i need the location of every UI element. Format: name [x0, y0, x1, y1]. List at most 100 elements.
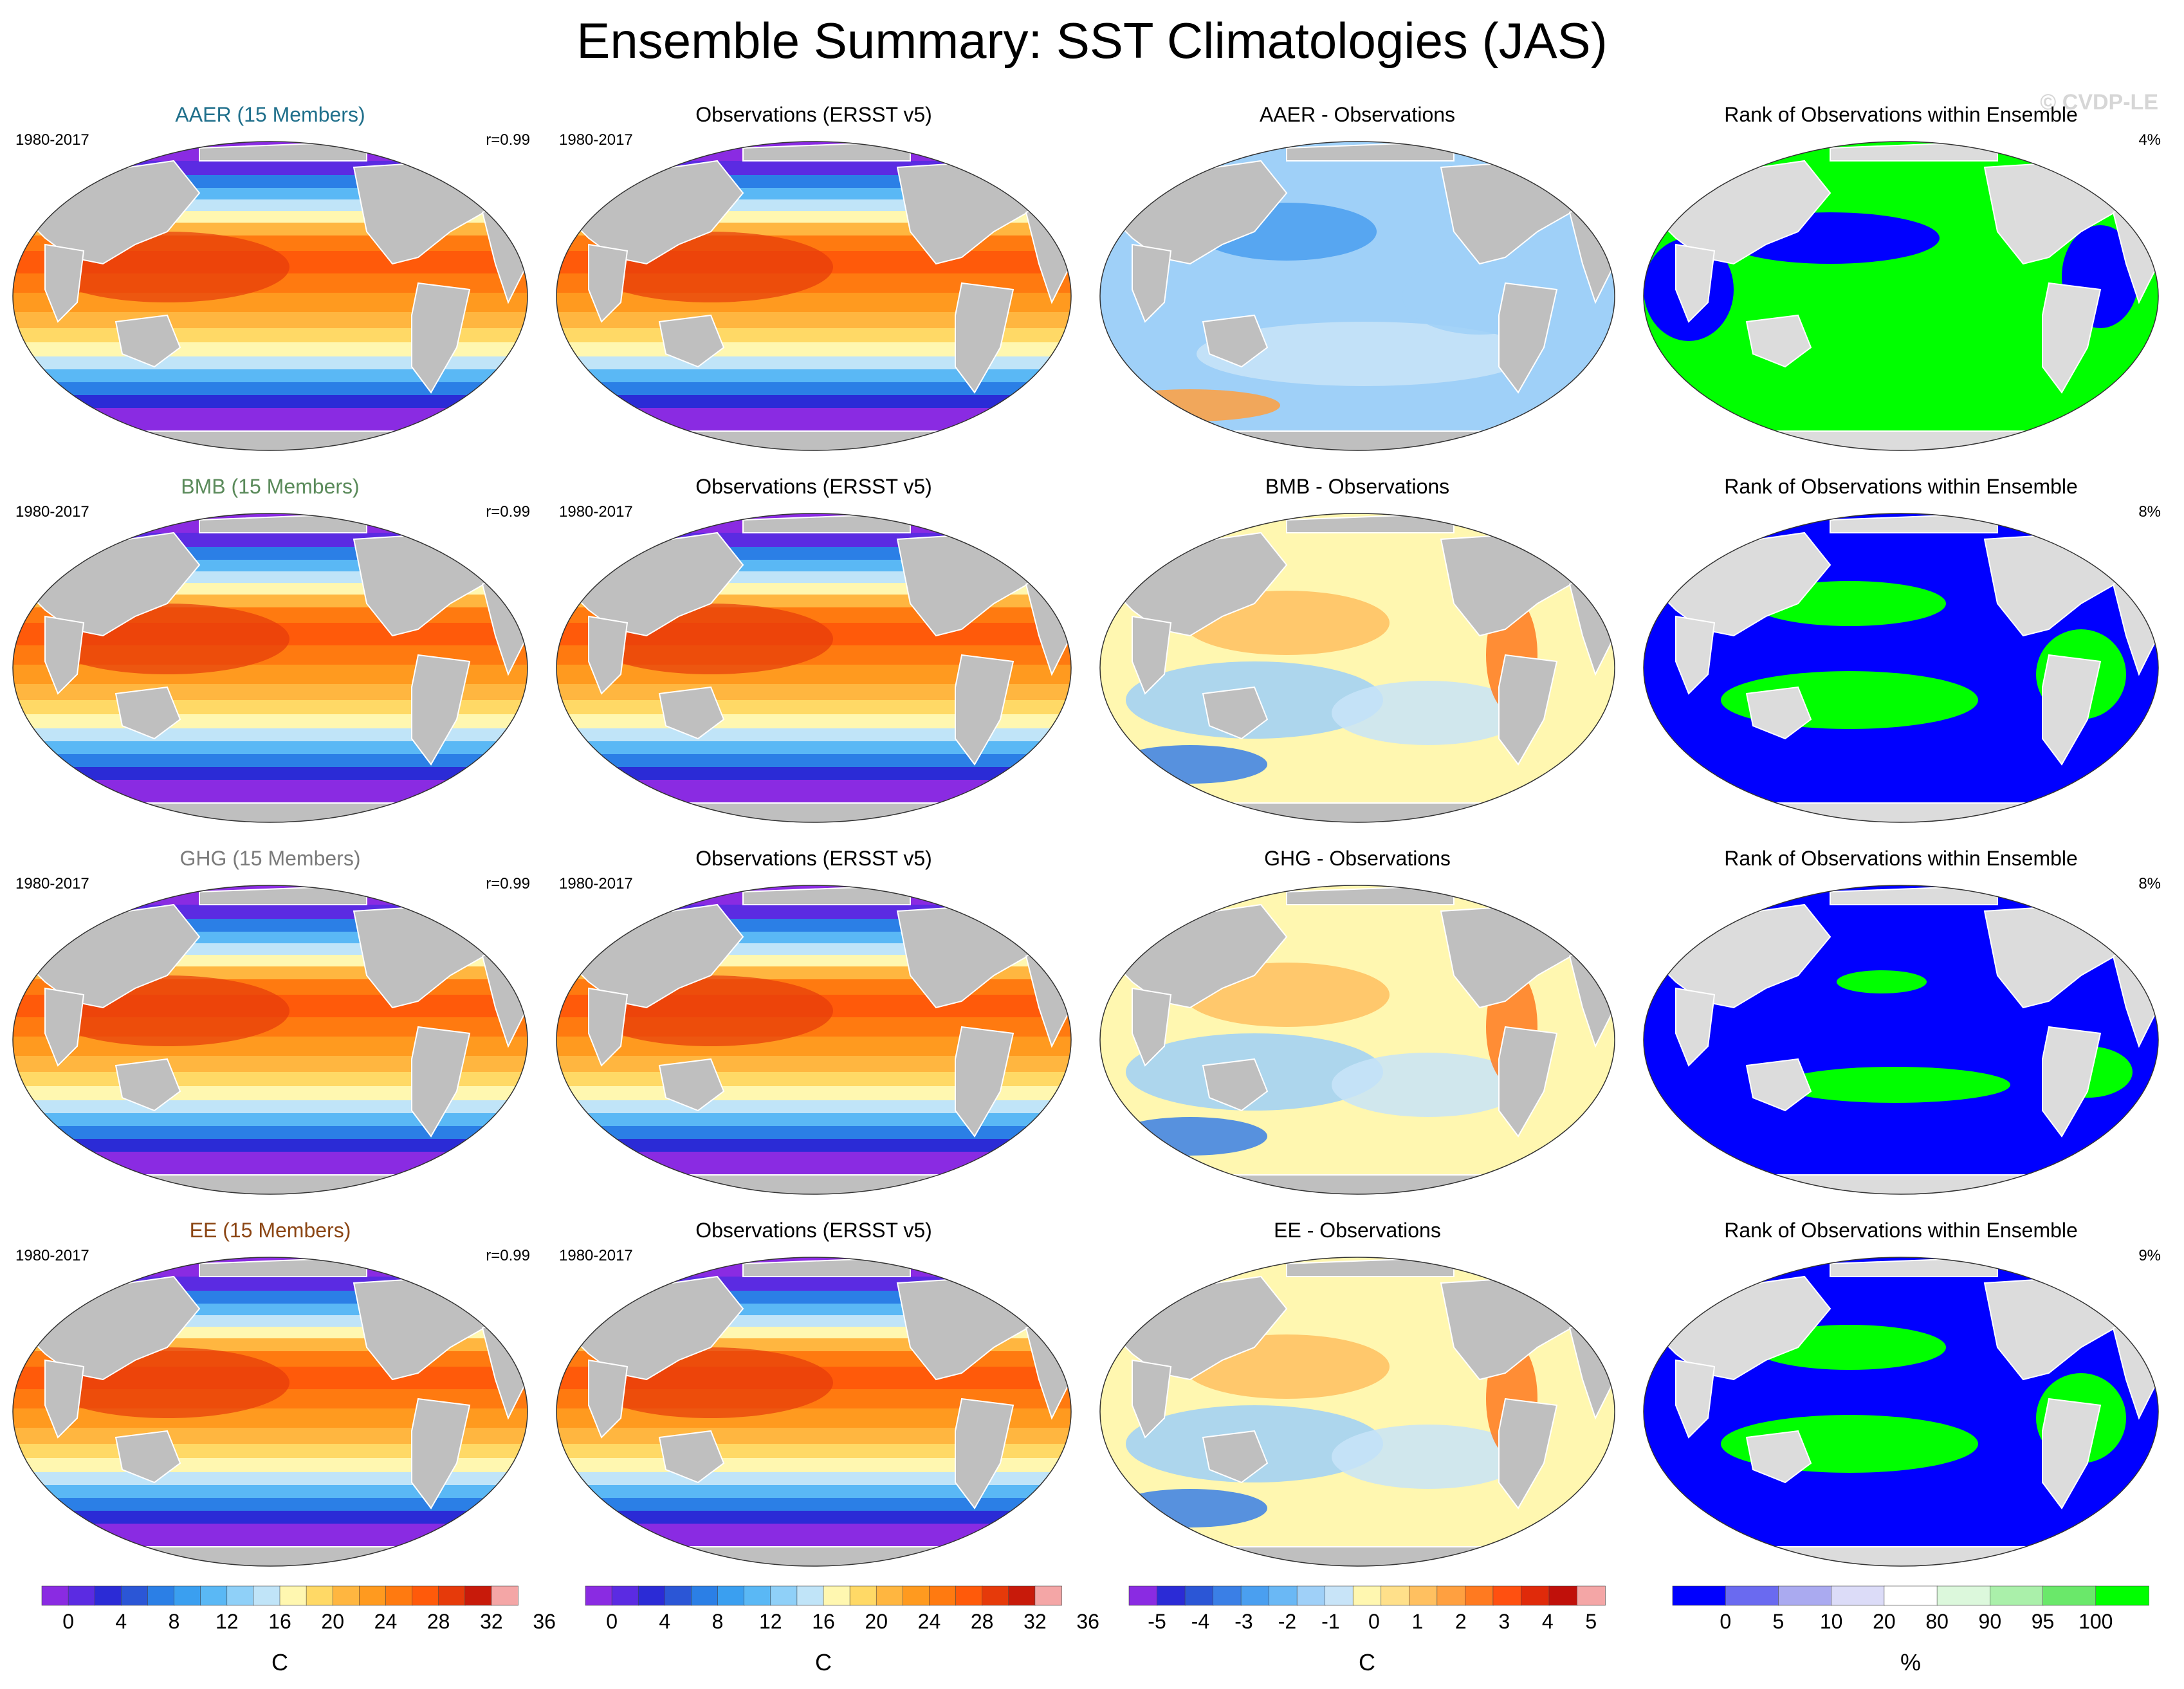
- sst-band: [556, 1100, 1071, 1113]
- land-mass: [1132, 615, 1172, 695]
- colorbar-swatch: [1672, 1585, 1727, 1606]
- map-border: [556, 513, 1072, 823]
- colorbar-swatch: [226, 1585, 254, 1606]
- colorbar-sst-obs: 0 4 8 12 16 20 24 28 32 36 C: [579, 1585, 1099, 1676]
- sst-band: [13, 356, 528, 369]
- panel-title: EE (15 Members): [189, 1219, 351, 1242]
- colorbar-label: -3: [1234, 1610, 1253, 1633]
- map-diff: [1099, 141, 1615, 451]
- land-mass: [1202, 1058, 1269, 1112]
- land-mass: [588, 615, 629, 695]
- colorbar-sst-model: 0 4 8 12 16 20 24 28 32 36 C: [35, 1585, 556, 1676]
- map-model: [12, 1257, 528, 1567]
- land-mass: [115, 1058, 181, 1112]
- colorbar-sst-obs-svg: 0 4 8 12 16 20 24 28 32 36: [585, 1585, 1099, 1633]
- pattern-correlation: r=0.99: [486, 1247, 530, 1264]
- land-mass: [2042, 1026, 2102, 1138]
- colorbar-label: 16: [812, 1610, 835, 1633]
- land-mass: [588, 987, 629, 1067]
- land-mass: [1100, 802, 1615, 822]
- colorbar-swatch: [849, 1585, 877, 1606]
- sst-band: [556, 1498, 1071, 1511]
- land-mass: [556, 1174, 1071, 1194]
- sst-band: [556, 919, 1071, 932]
- map-border: [12, 513, 528, 823]
- colorbar-swatch: [306, 1585, 334, 1606]
- sst-band: [13, 1139, 528, 1152]
- sst-band: [13, 1472, 528, 1485]
- sst-band: [556, 1126, 1071, 1139]
- panel-title: Observations (ERSST v5): [695, 475, 932, 498]
- land-mass: [658, 314, 725, 368]
- land-mass: [1100, 1174, 1615, 1194]
- sst-band: [13, 1485, 528, 1498]
- colorbar-swatch: [412, 1585, 439, 1606]
- map-border: [1643, 885, 2159, 1195]
- map-model: [12, 885, 528, 1195]
- land-mass: [1132, 1359, 1172, 1439]
- rank-percent: 4%: [2138, 131, 2161, 149]
- sst-band: [556, 161, 1071, 175]
- colorbar-swatch: [1436, 1585, 1466, 1606]
- sst-band: [13, 1291, 528, 1304]
- watermark: © CVDP-LE: [2040, 90, 2158, 115]
- colorbar-swatch: [1352, 1585, 1382, 1606]
- colorbar-swatch: [2042, 1585, 2097, 1606]
- sst-band: [13, 175, 528, 188]
- sst-band: [556, 741, 1071, 754]
- colorbar-swatch: [1269, 1585, 1298, 1606]
- map-obs: [556, 1257, 1072, 1567]
- panel-title: GHG (15 Members): [179, 847, 361, 870]
- period-label: 1980-2017: [15, 1247, 89, 1264]
- sst-band: [13, 767, 528, 780]
- colorbar-unit: C: [815, 1649, 832, 1675]
- colorbar-label: 28: [971, 1610, 994, 1633]
- colorbar-label: 90: [1979, 1610, 2002, 1633]
- pattern-correlation: r=0.99: [486, 503, 530, 521]
- diff-anomaly: [1100, 389, 1280, 421]
- land-mass: [44, 1359, 85, 1439]
- colorbar-swatch: [1990, 1585, 2044, 1606]
- map-border: [1643, 141, 2159, 451]
- panel-title: Observations (ERSST v5): [695, 1219, 932, 1242]
- colorbar-label: 4: [1542, 1610, 1554, 1633]
- colorbar-label: 32: [480, 1610, 503, 1633]
- land-mass: [1100, 430, 1615, 450]
- period-label: 1980-2017: [15, 503, 89, 521]
- map-border: [1643, 513, 2159, 823]
- panel-model-row4: EE (15 Members) 1980-2017 r=0.99: [6, 1212, 534, 1573]
- colorbar-swatch: [955, 1585, 983, 1606]
- sst-band: [556, 767, 1071, 780]
- land-mass: [1132, 987, 1172, 1067]
- sst-band: [13, 547, 528, 560]
- panel-model-row1: AAER (15 Members) 1980-2017 r=0.99: [6, 97, 534, 457]
- colorbar-swatch: [147, 1585, 175, 1606]
- panel-title: BMB (15 Members): [181, 475, 360, 498]
- sst-band: [556, 1472, 1071, 1485]
- colorbar-unit: %: [1900, 1649, 1921, 1675]
- land-mass: [13, 430, 528, 450]
- sst-band: [13, 533, 528, 547]
- colorbar-label: 36: [1076, 1610, 1099, 1633]
- map-border: [1099, 1257, 1615, 1567]
- colorbar-swatch: [1381, 1585, 1410, 1606]
- colorbar-swatch: [691, 1585, 719, 1606]
- sst-band: [556, 547, 1071, 560]
- colorbar-swatch: [279, 1585, 307, 1606]
- panel-obs-row3: Observations (ERSST v5) 1980-2017: [550, 840, 1078, 1201]
- land-mass: [44, 615, 85, 695]
- panel-diff-row4: EE - Observations: [1094, 1212, 1621, 1573]
- colorbar-label: 24: [918, 1610, 941, 1633]
- colorbar-swatch: [638, 1585, 666, 1606]
- map-rank: [1643, 141, 2159, 451]
- colorbar-swatch: [1831, 1585, 1885, 1606]
- colorbar-swatch: [1296, 1585, 1326, 1606]
- sst-band: [13, 1511, 528, 1524]
- colorbar-swatch: [876, 1585, 904, 1606]
- sst-band: [556, 905, 1071, 919]
- period-label: 1980-2017: [559, 875, 633, 892]
- panel-diff-row3: GHG - Observations: [1094, 840, 1621, 1201]
- colorbar-swatch: [1034, 1585, 1062, 1606]
- map-diff: [1099, 513, 1615, 823]
- map-rank: [1643, 513, 2159, 823]
